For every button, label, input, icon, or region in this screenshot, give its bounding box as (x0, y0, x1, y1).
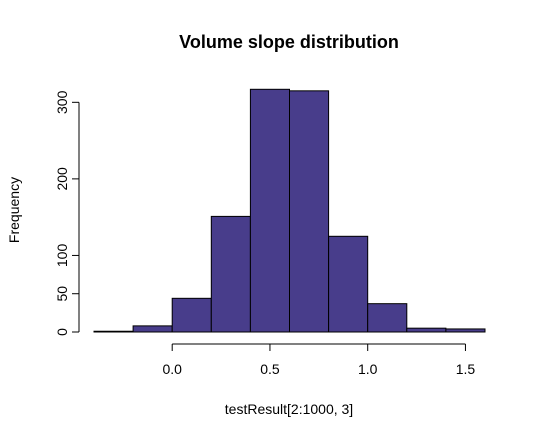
x-axis-label: testResult[2:1000, 3] (225, 401, 353, 417)
histogram-bar (289, 90, 330, 333)
x-tick-label: 0.0 (162, 361, 182, 377)
histogram-bar (93, 330, 134, 333)
x-axis: 0.0 0.5 1.0 1.5 (162, 343, 476, 377)
histogram-bar (367, 303, 408, 333)
histogram-bar (406, 327, 447, 333)
y-tick-label: 0 (54, 328, 70, 336)
y-axis-label: Frequency (6, 177, 22, 243)
histogram-bar (249, 88, 290, 333)
y-axis: 0 50 100 200 300 (54, 90, 80, 336)
x-tick-label: 1.5 (456, 361, 476, 377)
histogram-bar (328, 235, 369, 333)
y-tick-label: 200 (54, 167, 70, 191)
x-tick-label: 1.0 (358, 361, 378, 377)
histogram-bar (445, 328, 486, 333)
histogram-bar (210, 215, 251, 333)
bars-group (93, 88, 486, 333)
histogram-bar (132, 325, 173, 333)
chart-title: Volume slope distribution (179, 32, 399, 52)
y-tick-label: 300 (54, 90, 70, 114)
y-tick-label: 50 (54, 286, 70, 302)
y-tick-label: 100 (54, 244, 70, 268)
histogram-bar (171, 297, 212, 333)
x-tick-label: 0.5 (260, 361, 280, 377)
